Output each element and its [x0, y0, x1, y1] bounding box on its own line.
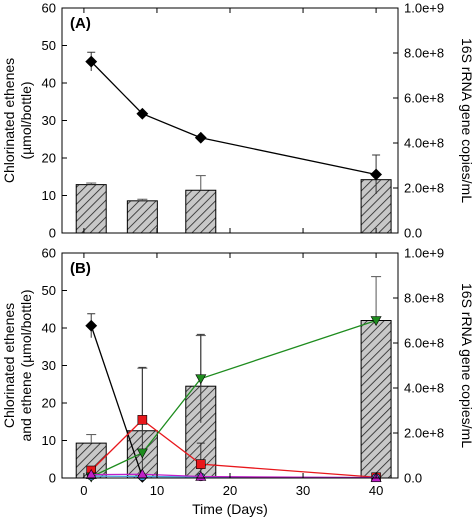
y-axis-left-title-line-1: Chlorinated ethenes [1, 303, 17, 428]
data-point [85, 55, 98, 68]
data-point [137, 415, 148, 425]
bar [126, 200, 158, 234]
y-axis-right-title: 16S rRNA gene copies/mL [459, 38, 474, 203]
y-left-tick-label: 10 [42, 433, 56, 448]
y-right-tick-label: 1.0e+9 [404, 246, 444, 261]
series-line [91, 473, 377, 479]
y-left-tick-label: 0 [49, 471, 56, 486]
data-point [136, 448, 148, 459]
series-line [90, 419, 377, 478]
data-point [370, 168, 383, 181]
x-tick-label: 40 [369, 483, 383, 498]
data-point [85, 319, 98, 332]
y-left-tick-label: 20 [42, 151, 56, 166]
y-right-tick-label: 0.0 [404, 471, 422, 486]
y-right-tick-label: 6.0e+8 [404, 336, 444, 351]
y-axis-left-title-line-2: (µmol/bottle) [18, 81, 34, 159]
data-point [370, 316, 382, 327]
panel-label: (B) [70, 260, 91, 277]
panel-b: (B) Chlorinated ethenes and ethene (µmol… [1, 246, 474, 518]
x-tick-label: 0 [80, 483, 87, 498]
x-axis-title: Time (Days) [192, 501, 268, 517]
y-left-tick-label: 30 [42, 358, 56, 373]
y-left-tick-label: 20 [42, 396, 56, 411]
series-line [90, 61, 377, 176]
y-left-tick-label: 60 [42, 246, 56, 261]
bar [75, 184, 107, 234]
data-point [136, 107, 149, 120]
y-left-tick-label: 50 [42, 38, 56, 53]
y-axis-left-title-line-2: and ethene (µmol/bottle) [18, 289, 34, 441]
data-point [194, 131, 207, 144]
plot-frame [61, 252, 399, 479]
bar [185, 189, 217, 234]
y-left-tick-label: 30 [42, 113, 56, 128]
panel-label: (A) [70, 15, 91, 32]
y-left-tick-label: 0 [49, 226, 56, 241]
y-right-tick-label: 4.0e+8 [404, 136, 444, 151]
y-right-tick-label: 2.0e+8 [404, 181, 444, 196]
bar [360, 320, 392, 479]
y-axis-left-title-line-1: Chlorinated ethenes [1, 58, 17, 183]
y-right-tick-label: 0.0 [404, 226, 422, 241]
data-point [85, 469, 97, 479]
y-left-tick-label: 40 [42, 321, 56, 336]
series-line [90, 319, 377, 478]
panel-a: (A) Chlorinated ethenes (µmol/bottle) 16… [1, 1, 474, 241]
y-axis-right-title: 16S rRNA gene copies/mL [459, 283, 474, 448]
x-tick-label: 10 [150, 483, 164, 498]
y-right-tick-label: 1.0e+9 [404, 1, 444, 16]
y-right-tick-label: 4.0e+8 [404, 381, 444, 396]
y-left-tick-label: 50 [42, 283, 56, 298]
y-right-tick-label: 8.0e+8 [404, 291, 444, 306]
series-line [90, 325, 143, 478]
y-right-tick-label: 2.0e+8 [404, 426, 444, 441]
data-point [195, 374, 207, 385]
y-left-tick-label: 60 [42, 1, 56, 16]
y-right-tick-label: 8.0e+8 [404, 46, 444, 61]
x-tick-label: 30 [296, 483, 310, 498]
data-point [195, 459, 206, 469]
plot-frame [61, 7, 399, 234]
y-left-tick-label: 40 [42, 76, 56, 91]
x-tick-label: 20 [223, 483, 237, 498]
y-right-tick-label: 6.0e+8 [404, 91, 444, 106]
y-left-tick-label: 10 [42, 188, 56, 203]
